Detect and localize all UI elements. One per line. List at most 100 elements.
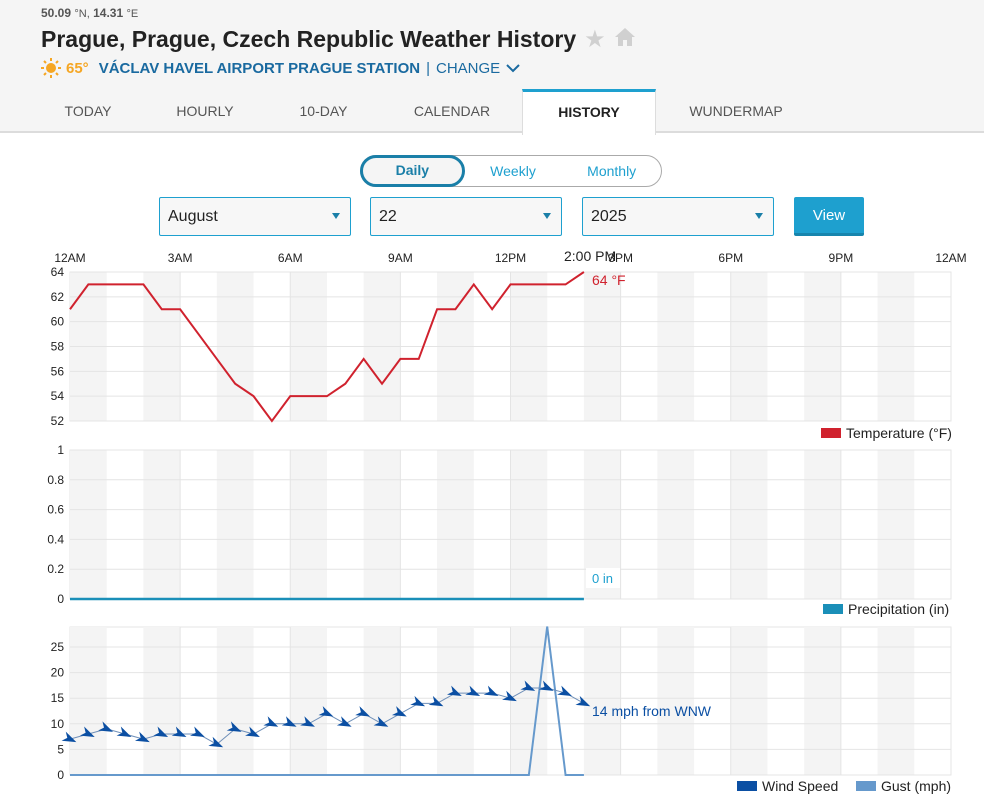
wind-direction-arrow <box>391 706 407 717</box>
chevron-down-icon[interactable] <box>506 63 520 73</box>
change-station-button[interactable]: CHANGE <box>436 59 501 77</box>
precipitation-value-label: 0 in <box>592 571 613 586</box>
tab-calendar[interactable]: CALENDAR <box>413 103 491 119</box>
y-tick-label: 52 <box>51 414 65 428</box>
wind-direction-arrow <box>446 685 462 697</box>
x-tick-label: 9AM <box>388 251 413 265</box>
hour-band <box>657 450 695 599</box>
y-tick-label: 0.2 <box>47 562 64 576</box>
wind-speed-legend-swatch <box>737 781 757 791</box>
precipitation-chart: 1 0.8 0.6 0.4 0.2 0 0 in Precipitation (in) <box>47 443 952 617</box>
wind-direction-arrow <box>281 716 297 727</box>
hour-band <box>730 450 768 599</box>
coordinates: 50.09 °N, 14.31 °E <box>41 6 138 20</box>
current-temperature: 65° <box>66 59 89 77</box>
y-tick-label: 58 <box>51 340 65 354</box>
hour-band <box>877 627 915 775</box>
nav-tabs: TODAY HOURLY 10-DAY CALENDAR HISTORY WUN… <box>0 89 816 135</box>
cursor-time-label: 2:00 PM <box>564 248 616 264</box>
latitude: 50.09 <box>41 6 72 20</box>
hour-band <box>143 450 181 599</box>
wind-direction-arrow <box>190 726 205 737</box>
wind-direction-arrow <box>153 726 169 737</box>
wind-direction-arrow <box>98 721 114 732</box>
wind-direction-arrow <box>79 726 95 737</box>
x-tick-label: 9PM <box>829 251 854 265</box>
y-tick-label: 0 <box>57 768 64 782</box>
wind-direction-arrow <box>410 695 426 707</box>
month-select[interactable]: August <box>159 197 351 236</box>
y-tick-label: 0.8 <box>47 473 64 487</box>
x-tick-label: 3PM <box>608 251 633 265</box>
weekly-toggle[interactable]: Weekly <box>490 163 536 179</box>
hour-band <box>437 450 474 599</box>
temperature-chart: 64 62 60 58 56 54 52 2:00 PM 64 °F Temperature… <box>51 248 952 441</box>
wind-direction-arrow <box>208 736 224 748</box>
wind-direction-arrow <box>245 726 260 737</box>
wind-direction-arrow <box>355 706 371 717</box>
longitude-unit: °E <box>126 8 139 20</box>
tab-wundermap[interactable]: WUNDERMAP <box>689 103 783 119</box>
wind-direction-arrow <box>61 731 77 743</box>
wind-direction-arrow <box>318 706 334 717</box>
y-tick-label: 64 <box>51 265 65 279</box>
star-icon[interactable]: ★ <box>584 25 606 53</box>
hour-band <box>216 627 254 775</box>
hour-band <box>363 450 401 599</box>
day-select[interactable]: 22 <box>370 197 562 236</box>
hour-band <box>290 627 327 775</box>
wind-direction-arrow <box>134 731 150 743</box>
precipitation-label-bg <box>586 568 620 588</box>
tab-10-day[interactable]: 10-DAY <box>299 103 348 119</box>
wind-direction-arrow <box>373 716 389 727</box>
y-tick-label: 10 <box>51 717 65 731</box>
y-tick-label: 0.6 <box>47 503 64 517</box>
gust-legend-label: Gust (mph) <box>881 778 951 794</box>
separator: | <box>426 59 430 77</box>
y-tick-label: 0.4 <box>47 532 64 546</box>
station-row: 65° VÁCLAV HAVEL AIRPORT PRAGUE STATION … <box>41 58 520 78</box>
year-select[interactable]: 2025 <box>582 197 774 236</box>
location-header: 50.09 °N, 14.31 °E Prague, Prague, Czech… <box>0 0 984 135</box>
gust-line <box>70 626 584 776</box>
year-value: 2025 <box>591 208 627 225</box>
daily-toggle[interactable]: Daily <box>360 155 465 187</box>
wind-direction-arrow <box>483 685 499 697</box>
y-tick-label: 25 <box>51 640 65 654</box>
wind-direction-arrow <box>538 680 554 691</box>
month-value: August <box>168 208 218 225</box>
wind-direction-arrow <box>263 716 279 727</box>
hour-band <box>143 627 181 775</box>
y-tick-label: 15 <box>51 691 65 705</box>
wind-speed-legend-label: Wind Speed <box>762 778 838 794</box>
temperature-value-label: 64 °F <box>592 272 626 288</box>
gust-legend-swatch <box>856 781 876 791</box>
tab-today[interactable]: TODAY <box>64 103 112 119</box>
wind-direction-arrow <box>300 716 315 727</box>
temperature-legend-swatch <box>821 428 841 438</box>
hour-band <box>70 627 107 775</box>
wind-direction-arrow <box>336 716 352 727</box>
dropdown-arrow-icon <box>543 213 551 219</box>
wind-direction-arrow <box>557 685 572 697</box>
home-icon[interactable] <box>614 26 636 53</box>
monthly-toggle[interactable]: Monthly <box>587 163 637 179</box>
hour-band <box>70 450 107 599</box>
longitude: 14.31 <box>93 6 124 20</box>
y-tick-label: 20 <box>51 666 65 680</box>
wind-direction-arrow <box>465 685 481 697</box>
wind-direction-arrow <box>502 690 517 702</box>
tab-history[interactable]: HISTORY <box>522 89 656 135</box>
hour-band <box>583 627 621 775</box>
sun-icon <box>41 58 61 78</box>
wind-direction-arrow <box>428 695 444 707</box>
x-axis-labels: 12AM 3AM 6AM 9AM 12PM 3PM 6PM 9PM 12AM <box>54 251 966 265</box>
station-link[interactable]: VÁCLAV HAVEL AIRPORT PRAGUE STATION <box>98 59 421 77</box>
wind-value-label: 14 mph from WNW <box>592 703 712 719</box>
x-tick-label: 12PM <box>495 251 526 265</box>
hour-band <box>437 627 474 775</box>
tab-hourly[interactable]: HOURLY <box>176 103 234 119</box>
day-value: 22 <box>379 208 397 225</box>
view-button[interactable]: View <box>794 197 864 236</box>
wind-direction-arrow <box>226 721 242 732</box>
